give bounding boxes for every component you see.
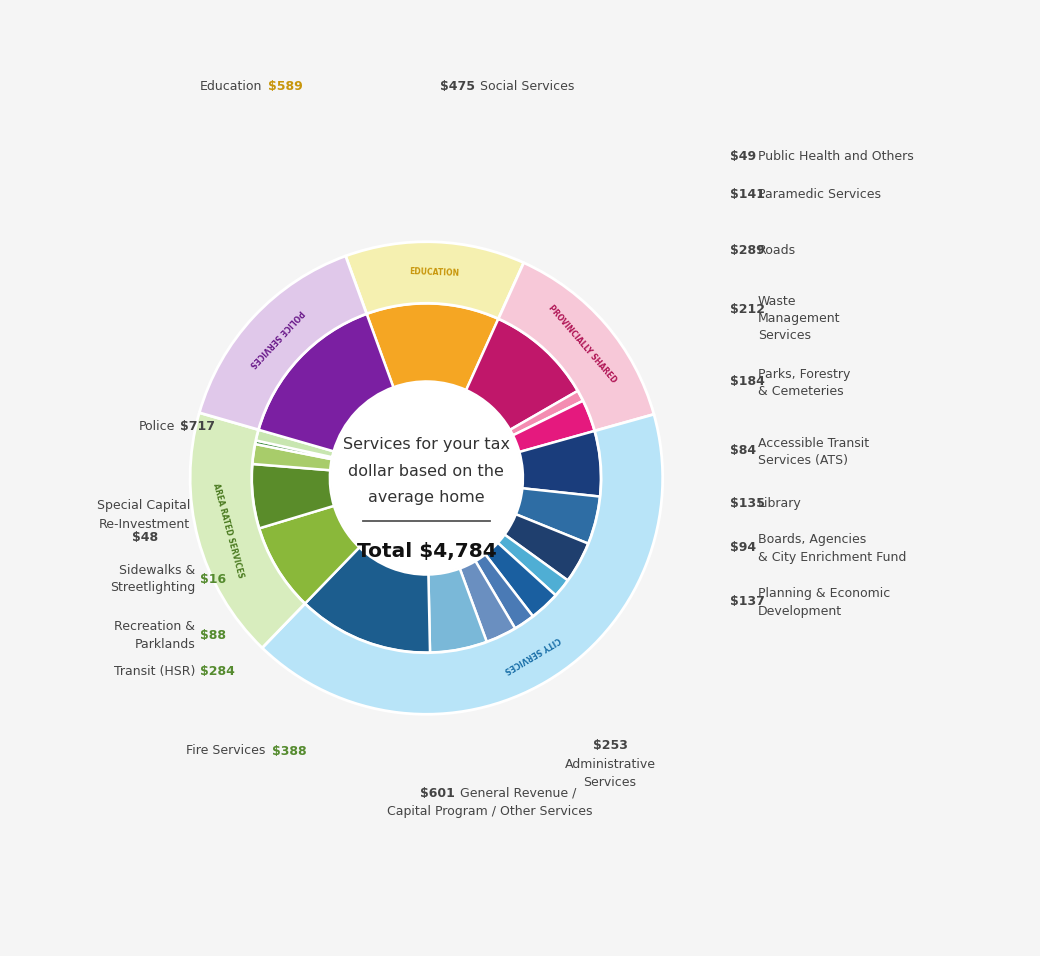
Text: $717: $717: [180, 420, 215, 432]
Text: Education: Education: [200, 79, 262, 93]
Wedge shape: [253, 444, 332, 470]
Text: Management: Management: [758, 312, 840, 324]
Text: $388: $388: [272, 745, 307, 757]
Text: Capital Program / Other Services: Capital Program / Other Services: [387, 805, 593, 817]
Text: Total $4,784: Total $4,784: [357, 542, 496, 561]
Wedge shape: [516, 489, 600, 544]
Wedge shape: [498, 263, 654, 431]
Text: $48: $48: [132, 532, 158, 545]
Text: Parklands: Parklands: [134, 638, 196, 650]
Text: & City Enrichment Fund: & City Enrichment Fund: [758, 551, 907, 563]
Text: $289: $289: [730, 244, 764, 256]
Text: $475: $475: [440, 79, 475, 93]
Text: Recreation &: Recreation &: [114, 619, 196, 633]
Text: CITY SERVICES: CITY SERVICES: [502, 635, 562, 675]
Text: $212: $212: [730, 302, 765, 315]
Text: $135: $135: [730, 496, 764, 510]
Wedge shape: [513, 401, 595, 452]
Text: General Revenue /: General Revenue /: [460, 787, 576, 799]
Text: $589: $589: [268, 79, 303, 93]
Text: Services: Services: [583, 775, 636, 789]
Wedge shape: [475, 554, 534, 628]
Text: $84: $84: [730, 444, 756, 457]
Text: Services (ATS): Services (ATS): [758, 453, 848, 467]
Wedge shape: [367, 303, 498, 390]
Wedge shape: [486, 543, 555, 617]
Wedge shape: [190, 413, 305, 648]
Wedge shape: [305, 548, 430, 653]
Text: Police: Police: [138, 420, 175, 432]
Wedge shape: [345, 242, 524, 318]
Text: Streetlighting: Streetlighting: [110, 581, 196, 595]
Wedge shape: [259, 506, 359, 603]
Wedge shape: [510, 391, 583, 435]
Text: Paramedic Services: Paramedic Services: [758, 187, 881, 201]
Text: Transit (HSR): Transit (HSR): [113, 664, 196, 678]
Text: $284: $284: [200, 664, 235, 678]
Text: $253: $253: [593, 740, 627, 752]
Text: AREA RATED SERVICES: AREA RATED SERVICES: [211, 483, 244, 579]
Text: Fire Services: Fire Services: [185, 745, 265, 757]
Text: average home: average home: [368, 490, 485, 506]
Text: Accessible Transit: Accessible Transit: [758, 437, 869, 449]
Text: Re-Investment: Re-Investment: [99, 517, 190, 531]
Text: $601: $601: [420, 787, 456, 799]
Text: $141: $141: [730, 187, 765, 201]
Wedge shape: [252, 464, 334, 529]
Text: Services: Services: [758, 329, 811, 341]
Text: Administrative: Administrative: [565, 757, 655, 771]
Text: Roads: Roads: [758, 244, 797, 256]
Wedge shape: [200, 256, 367, 429]
Text: PROVINCIALLY SHARED: PROVINCIALLY SHARED: [546, 303, 618, 384]
Text: Development: Development: [758, 604, 842, 618]
Wedge shape: [460, 561, 515, 641]
Text: EDUCATION: EDUCATION: [409, 268, 460, 278]
Text: $49: $49: [730, 149, 756, 163]
Wedge shape: [255, 441, 332, 459]
Wedge shape: [428, 569, 487, 653]
Text: Social Services: Social Services: [480, 79, 574, 93]
Text: $88: $88: [200, 628, 226, 641]
Text: & Cemeteries: & Cemeteries: [758, 384, 843, 398]
Wedge shape: [498, 534, 568, 596]
Wedge shape: [519, 431, 601, 496]
Wedge shape: [504, 514, 589, 580]
Text: POLICE SERVICES: POLICE SERVICES: [248, 307, 305, 368]
Text: Waste: Waste: [758, 294, 797, 308]
Text: Parks, Forestry: Parks, Forestry: [758, 367, 851, 380]
Text: $137: $137: [730, 595, 764, 607]
Text: $94: $94: [730, 540, 756, 554]
Text: dollar based on the: dollar based on the: [348, 464, 504, 479]
Text: Sidewalks &: Sidewalks &: [119, 564, 196, 577]
Text: Library: Library: [758, 496, 802, 510]
Wedge shape: [262, 414, 662, 714]
Text: $184: $184: [730, 375, 764, 387]
Wedge shape: [259, 314, 393, 451]
Circle shape: [331, 382, 522, 574]
Text: Special Capital: Special Capital: [97, 499, 190, 512]
Text: Boards, Agencies: Boards, Agencies: [758, 533, 866, 547]
Text: Public Health and Others: Public Health and Others: [758, 149, 914, 163]
Text: Planning & Economic: Planning & Economic: [758, 588, 890, 600]
Wedge shape: [256, 429, 334, 457]
Text: Services for your tax: Services for your tax: [343, 437, 510, 452]
Text: $16: $16: [200, 573, 226, 585]
Wedge shape: [466, 318, 578, 430]
